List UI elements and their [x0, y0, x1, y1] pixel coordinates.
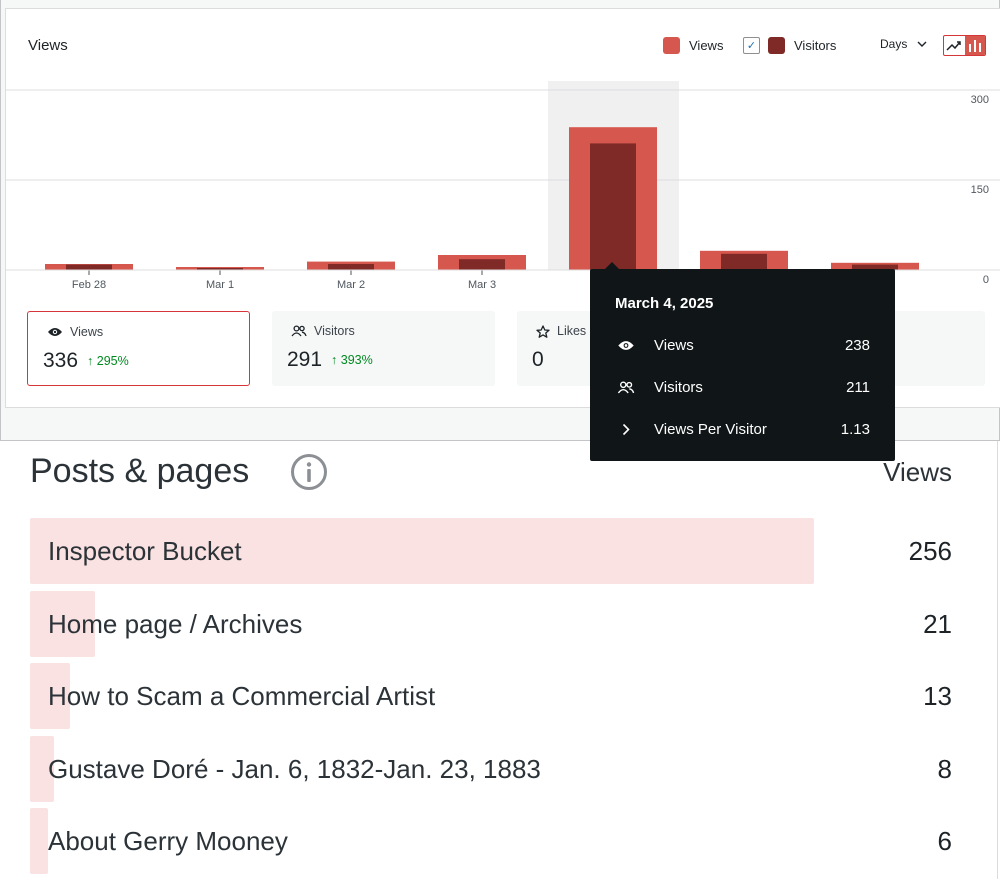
post-views-count: 256 — [908, 536, 952, 566]
posts-pages-header: Posts & pages Views — [30, 452, 952, 496]
tooltip-visitors-value: 211 — [846, 378, 870, 396]
summary-views-label: Views — [70, 325, 104, 339]
summary-visitors[interactable]: Visitors 291 ↑ 393% — [272, 311, 495, 386]
x-tick-label: Feb 28 — [72, 279, 106, 291]
post-views-bar — [30, 591, 95, 657]
chart-svg: 300 150 0 Feb 28 Mar 1 Mar 2 Mar 3 — [6, 81, 1000, 291]
summary-visitors-value: 291 — [287, 348, 323, 371]
tooltip-chevron-icon-wrap — [615, 423, 637, 436]
panel-border — [997, 441, 998, 879]
post-row[interactable]: About Gerry Mooney 6 — [30, 808, 952, 874]
tooltip-row-views: Views 238 — [615, 335, 870, 355]
tooltip-views-value: 238 — [844, 336, 870, 354]
info-icon[interactable] — [290, 453, 328, 491]
visitors-checkbox[interactable]: ✓ — [743, 36, 760, 54]
bar-chart-button[interactable] — [964, 36, 985, 55]
views-bar-chart[interactable]: 300 150 0 Feb 28 Mar 1 Mar 2 Mar 3 — [6, 81, 1000, 291]
post-views-count: 13 — [923, 681, 952, 711]
visitors-bar — [66, 264, 112, 270]
legend-views-label: Views — [689, 37, 724, 53]
summary-views-value-row: 336 ↑ 295% — [43, 349, 129, 373]
star-icon — [536, 324, 550, 338]
post-title[interactable]: How to Scam a Commercial Artist — [48, 681, 436, 711]
chart-tooltip: March 4, 2025 Views 238 Visitors 211 — [590, 269, 895, 461]
x-tick-label: Mar 3 — [468, 279, 496, 291]
visitors-bar — [852, 264, 898, 270]
summary-likes-value: 0 — [532, 348, 544, 371]
tooltip-row-views-per-visitor: Views Per Visitor 1.13 — [615, 419, 870, 439]
summary-likes-label: Likes — [557, 324, 587, 338]
post-views-bar — [30, 518, 814, 584]
chevron-right-icon — [622, 423, 630, 435]
y-tick-label: 150 — [971, 184, 989, 196]
chevron-down-icon — [917, 41, 927, 47]
visitors-bar — [328, 264, 374, 270]
tooltip-vpv-label: Views Per Visitor — [654, 420, 767, 438]
post-views-count: 6 — [937, 826, 952, 856]
tooltip-arrow — [604, 262, 620, 270]
visitors-bar — [590, 143, 636, 270]
chart-card-title: Views — [28, 37, 68, 54]
period-select[interactable]: Days — [880, 37, 927, 51]
people-icon — [291, 325, 307, 337]
tooltip-views-label: Views — [654, 336, 694, 354]
legend-views[interactable]: Views — [663, 36, 723, 54]
tooltip-people-icon-wrap — [615, 380, 637, 394]
summary-views-change: ↑ 295% — [87, 354, 129, 368]
summary-visitors-value-row: 291 ↑ 393% — [287, 348, 373, 372]
views-swatch — [663, 36, 680, 54]
visitors-bar — [721, 253, 767, 270]
post-views-bar — [30, 736, 54, 802]
post-views-bar — [30, 808, 48, 874]
x-tick-label: Mar 2 — [337, 279, 365, 291]
visitors-swatch — [768, 36, 785, 54]
posts-pages-title: Posts & pages — [30, 452, 250, 490]
summary-likes-label-row: Likes — [536, 324, 586, 338]
tooltip-eye-icon-wrap — [615, 340, 637, 351]
post-row[interactable]: Home page / Archives 21 — [30, 591, 952, 657]
summary-views-value: 336 — [43, 349, 79, 372]
post-views-count: 8 — [937, 754, 952, 784]
eye-icon — [48, 328, 62, 336]
bar-chart-icon — [968, 40, 981, 52]
legend-visitors[interactable]: ✓ Visitors — [743, 36, 836, 54]
y-tick-label: 0 — [983, 274, 989, 286]
line-chart-icon — [946, 40, 961, 51]
visitors-bar — [459, 259, 505, 270]
x-tick-label: Mar 1 — [206, 279, 234, 291]
people-icon — [617, 380, 635, 393]
chart-type-toggle[interactable] — [943, 35, 986, 56]
y-tick-label: 300 — [971, 94, 989, 106]
legend-visitors-label: Visitors — [794, 37, 837, 53]
period-select-value: Days — [880, 37, 908, 51]
summary-views-label-row: Views — [47, 325, 103, 339]
summary-likes-value-row: 0 — [532, 348, 544, 372]
post-views-count: 21 — [923, 609, 952, 639]
summary-visitors-change: ↑ 393% — [331, 353, 373, 367]
post-title[interactable]: About Gerry Mooney — [48, 826, 288, 856]
summary-visitors-label: Visitors — [314, 324, 355, 338]
visitors-bar — [197, 268, 243, 270]
tooltip-visitors-label: Visitors — [654, 378, 703, 396]
post-title[interactable]: Gustave Doré - Jan. 6, 1832-Jan. 23, 188… — [48, 754, 541, 784]
summary-views[interactable]: Views 336 ↑ 295% — [27, 311, 250, 386]
tooltip-vpv-value: 1.13 — [840, 420, 870, 438]
tooltip-row-visitors: Visitors 211 — [615, 377, 870, 397]
tooltip-date: March 4, 2025 — [615, 295, 714, 312]
post-row[interactable]: Gustave Doré - Jan. 6, 1832-Jan. 23, 188… — [30, 736, 952, 802]
views-column-label: Views — [883, 457, 952, 487]
post-title[interactable]: Inspector Bucket — [48, 536, 242, 566]
post-views-bar — [30, 663, 70, 729]
post-title[interactable]: Home page / Archives — [48, 609, 303, 639]
post-row[interactable]: Inspector Bucket 256 — [30, 518, 952, 584]
summary-visitors-label-row: Visitors — [291, 324, 355, 338]
eye-icon — [618, 340, 634, 350]
line-chart-button[interactable] — [944, 36, 965, 55]
post-row[interactable]: How to Scam a Commercial Artist 13 — [30, 663, 952, 729]
